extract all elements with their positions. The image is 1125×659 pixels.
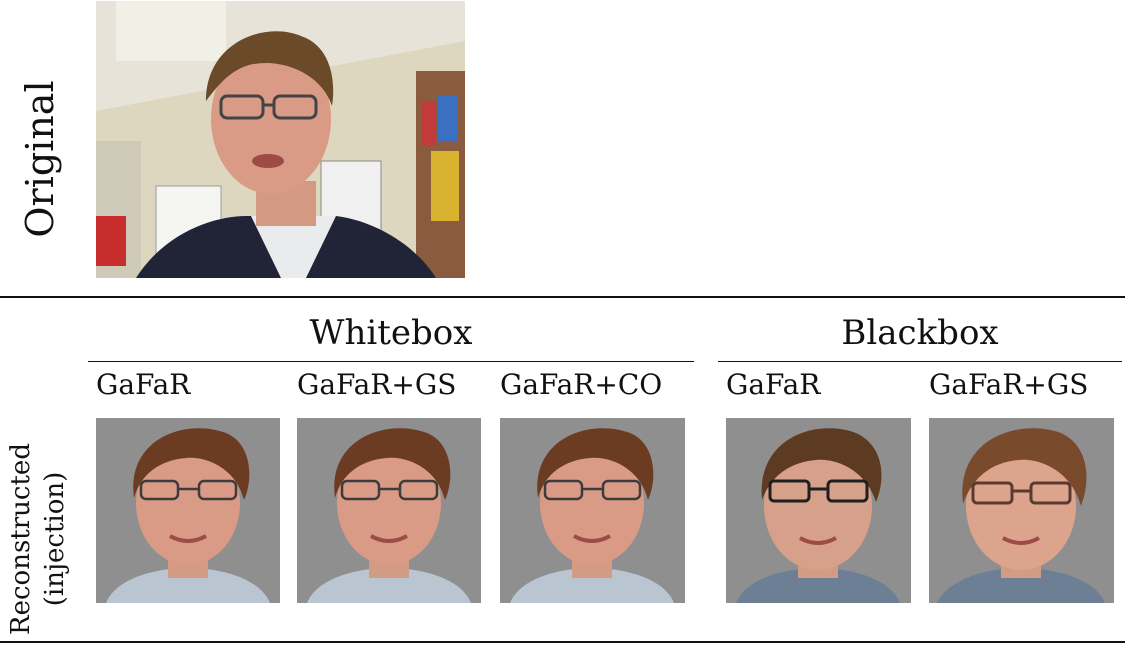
group-title-blackbox: Blackbox	[841, 313, 999, 353]
face-drawing-2	[297, 418, 481, 603]
face-drawing-1	[96, 418, 280, 603]
row-label-reconstructed: Reconstructed (injection)	[4, 419, 86, 659]
group-underline-whitebox	[88, 361, 694, 362]
reconstructed-face-whitebox-gafar-gs	[297, 418, 481, 603]
row-label-original: Original	[18, 80, 62, 238]
reconstructed-face-blackbox-gafar	[726, 418, 911, 603]
section-divider-top	[0, 296, 1125, 298]
row-label-reconstructed-line2: (injection)	[40, 471, 70, 607]
reconstructed-face-blackbox-gafar-gs	[929, 418, 1114, 603]
section-divider-bottom	[0, 641, 1125, 643]
method-label-blackbox-gafar: GaFaR	[726, 368, 821, 401]
method-label-whitebox-gafar: GaFaR	[96, 368, 191, 401]
method-label-blackbox-gafar-gs: GaFaR+GS	[929, 368, 1089, 401]
face-drawing-3	[500, 418, 685, 603]
face-drawing-4	[726, 418, 911, 603]
face-drawing-5	[929, 418, 1114, 603]
method-label-whitebox-gafar-gs: GaFaR+GS	[297, 368, 457, 401]
group-underline-blackbox	[718, 361, 1122, 362]
row-label-reconstructed-line1: Reconstructed	[6, 443, 36, 635]
reconstructed-face-whitebox-gafar	[96, 418, 280, 603]
method-label-whitebox-gafar-co: GaFaR+CO	[500, 368, 663, 401]
original-photo	[96, 1, 465, 278]
reconstructed-face-whitebox-gafar-co	[500, 418, 685, 603]
original-photo-drawing	[96, 1, 465, 278]
group-title-whitebox: Whitebox	[309, 313, 473, 353]
